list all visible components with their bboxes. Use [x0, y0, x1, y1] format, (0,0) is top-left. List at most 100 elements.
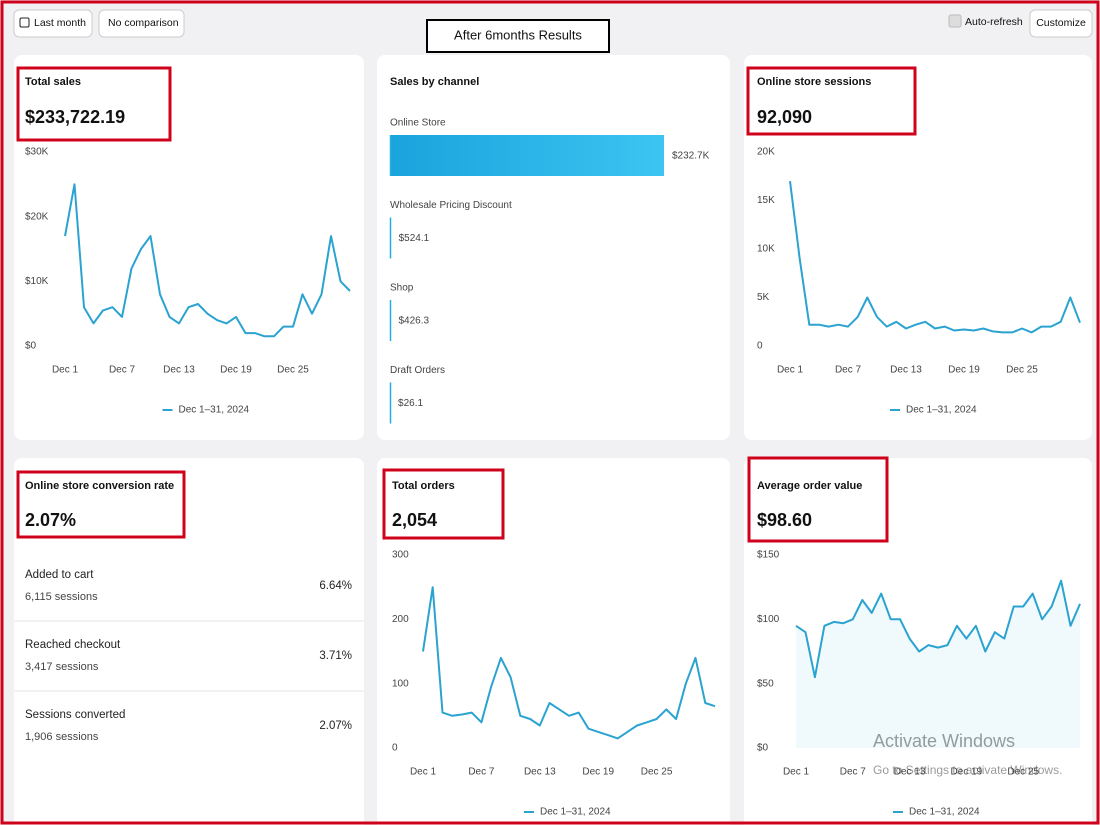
y-tick-label: $100 [757, 614, 780, 625]
x-tick-label: Dec 1 [777, 365, 804, 376]
auto-refresh-checkbox[interactable] [948, 14, 962, 28]
x-tick-label: Dec 7 [109, 365, 136, 376]
card [377, 458, 730, 825]
y-tick-label: 10K [757, 244, 775, 255]
step-value: 6.64% [319, 580, 352, 592]
card-value: 92,090 [757, 107, 812, 127]
banner-box [426, 19, 610, 53]
calendar-icon [19, 17, 30, 28]
bar-value-label: $426.3 [399, 316, 430, 327]
highlight-box [746, 66, 917, 136]
card [14, 55, 364, 440]
y-tick-label: 0 [392, 743, 398, 754]
x-tick-label: Dec 19 [948, 365, 980, 376]
x-tick-label: Dec 19 [582, 767, 614, 778]
y-tick-label: $30K [25, 147, 49, 158]
customize-button[interactable] [1029, 9, 1093, 38]
y-tick-label: $150 [757, 550, 780, 561]
step-value: 2.07% [319, 720, 352, 732]
line [422, 586, 716, 740]
y-tick-label: 20K [757, 147, 775, 158]
x-tick-label: Dec 13 [894, 767, 926, 778]
x-tick-label: Dec 7 [835, 365, 862, 376]
step-sessions: 3,417 sessions [25, 661, 99, 673]
legend-label: Dec 1–31, 2024 [179, 405, 250, 416]
x-tick-label: Dec 13 [890, 365, 922, 376]
watermark-title: Activate Windows [873, 731, 1015, 751]
y-tick-label: 15K [757, 195, 775, 206]
x-tick-label: Dec 1 [783, 767, 810, 778]
x-tick-label: Dec 19 [220, 365, 252, 376]
legend-label: Dec 1–31, 2024 [540, 807, 611, 818]
card-title: Sales by channel [390, 76, 479, 88]
card [744, 458, 1092, 825]
x-tick-label: Dec 25 [641, 767, 673, 778]
y-tick-label: 0 [757, 341, 763, 352]
area [796, 580, 1080, 748]
x-tick-label: Dec 7 [468, 767, 495, 778]
bar-value-label: $26.1 [398, 398, 423, 409]
x-tick-label: Dec 13 [524, 767, 556, 778]
step-label: Reached checkout [25, 639, 121, 651]
y-tick-label: $0 [757, 743, 769, 754]
step-sessions: 1,906 sessions [25, 731, 99, 743]
card-value: $98.60 [757, 510, 812, 530]
y-tick-label: 5K [757, 292, 770, 303]
highlight-box [382, 468, 505, 540]
card-value: 2,054 [392, 510, 437, 530]
card [744, 55, 1092, 440]
step-value: 3.71% [319, 650, 352, 662]
card-title: Total sales [25, 76, 81, 88]
legend-label: Dec 1–31, 2024 [909, 807, 980, 818]
auto-refresh-label: Auto-refresh [965, 16, 1023, 28]
step-label: Sessions converted [25, 709, 125, 721]
line [795, 579, 1081, 679]
x-tick-label: Dec 25 [1006, 365, 1038, 376]
y-tick-label: 300 [392, 550, 409, 561]
x-tick-label: Dec 25 [1007, 767, 1039, 778]
channel-label: Shop [390, 283, 414, 294]
marks: Total sales $233,722.19 $0 $10K $20K $30K Dec … [25, 76, 1081, 818]
channel-label: Online Store [390, 118, 446, 129]
line [789, 180, 1081, 334]
card-title: Average order value [757, 480, 862, 492]
bar-value-label: $232.7K [672, 151, 710, 162]
line [64, 183, 351, 338]
card-value: $233,722.19 [25, 107, 125, 127]
highlight-box [16, 470, 186, 539]
highlight-box [747, 456, 889, 543]
y-tick-label: $10K [25, 276, 49, 287]
x-tick-label: Dec 1 [410, 767, 437, 778]
x-tick-label: Dec 1 [52, 365, 79, 376]
x-tick-label: Dec 13 [163, 365, 195, 376]
x-tick-label: Dec 7 [840, 767, 867, 778]
banner: After 6months Results [454, 27, 582, 42]
card-title: Total orders [392, 480, 455, 492]
y-tick-label: $20K [25, 211, 49, 222]
x-tick-label: Dec 25 [277, 365, 309, 376]
step-label: Added to cart [25, 569, 94, 581]
comparison-button[interactable] [98, 9, 185, 38]
y-tick-label: 200 [392, 614, 409, 625]
highlight-box [16, 66, 172, 142]
card-title: Online store conversion rate [25, 480, 174, 492]
date-button-label: Last month [34, 17, 86, 29]
x-tick-label: Dec 19 [951, 767, 983, 778]
watermark-subtitle: Go to Settings to activate Windows. [873, 763, 1062, 777]
card-value: 2.07% [25, 510, 76, 530]
step-sessions: 6,115 sessions [25, 591, 98, 603]
y-tick-label: $50 [757, 678, 774, 689]
card [377, 55, 730, 440]
channel-label: Draft Orders [390, 365, 445, 376]
legend-label: Dec 1–31, 2024 [906, 405, 977, 416]
card-title: Online store sessions [757, 76, 871, 88]
y-tick-label: 100 [392, 678, 409, 689]
card [14, 458, 364, 825]
bar [390, 135, 664, 176]
channel-label: Wholesale Pricing Discount [390, 200, 512, 211]
customize-label: Customize [1036, 17, 1086, 29]
y-tick-label: $0 [25, 341, 37, 352]
date-button[interactable] [13, 9, 93, 38]
